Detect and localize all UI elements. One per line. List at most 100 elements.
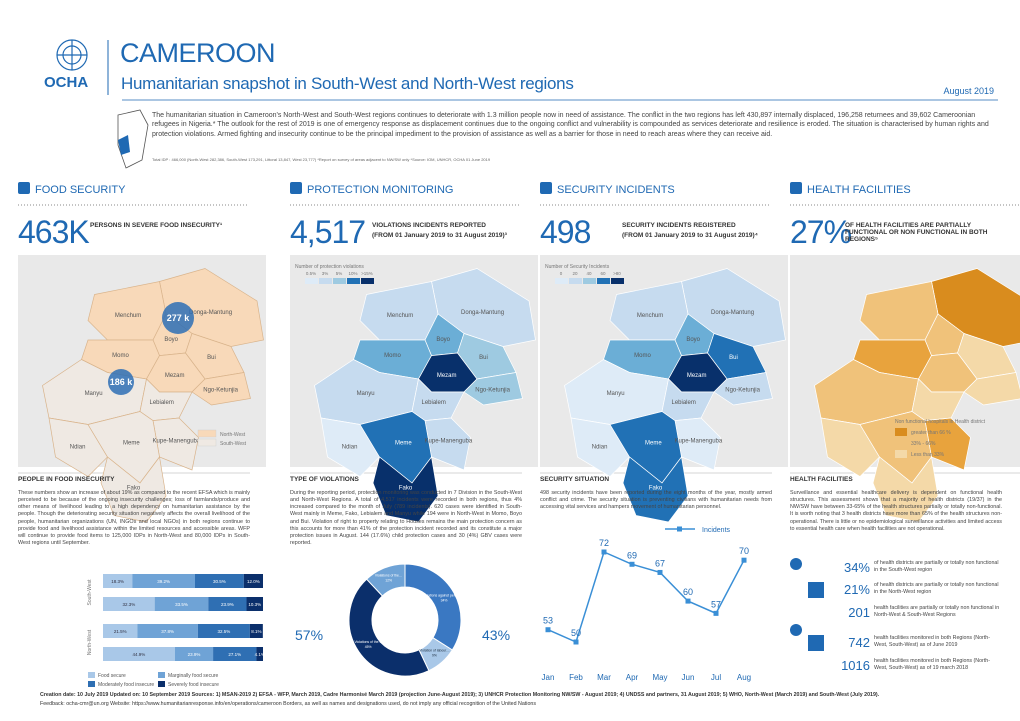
map-label: Boyo [686, 337, 700, 343]
legend-point [677, 526, 682, 532]
x-tick-label: Jul [711, 673, 721, 682]
map-label: Ngo-Ketunjia [475, 387, 510, 393]
group-label: South-West [87, 579, 93, 606]
map-label: Meme [395, 440, 412, 446]
x-tick-label: Jan [542, 673, 555, 682]
map-area [622, 456, 689, 523]
point [601, 549, 607, 555]
title: CAMEROON [120, 38, 276, 68]
bar-segment [195, 574, 244, 588]
intro-footnote: Total IDP : 466,000 (North-West 282,386,… [152, 157, 491, 162]
bar-segment [137, 624, 198, 638]
key-figure-label: SECURITY INCIDENTS REGISTERED [622, 222, 736, 229]
map-label: Kupe-Manenguba [425, 439, 473, 445]
donut-label-name: Violations of the… [354, 640, 381, 644]
map-legend-label: 33% - 66% [911, 441, 936, 447]
stat-text: health facilities monitored in both Regi… [874, 658, 991, 671]
point-label: 60 [683, 587, 693, 597]
map-legend-swatch [895, 428, 907, 436]
map-label: Manyu [607, 391, 625, 397]
map-label: Ngo-Ketunjia [725, 387, 760, 393]
map-label: Donga-Mantung [711, 310, 754, 316]
bar-label: 23.9% [221, 602, 234, 607]
intro-text: The humanitarian situation in Cameroon's… [152, 112, 989, 138]
point-label: 50 [571, 628, 581, 638]
bar-label: 23.9% [188, 652, 201, 657]
x-tick-label: Mar [597, 673, 611, 682]
key-figure: 4,517 [290, 214, 366, 250]
map-legend-swatch [569, 278, 582, 284]
stat-value: 742 [848, 635, 870, 650]
bar-segment [154, 597, 209, 611]
point [545, 627, 551, 633]
section-text: 498 security incidents have been reporte… [540, 490, 772, 511]
section-text: During the reporting period, protection … [290, 490, 522, 546]
map-legend-label: Less than 33% [911, 452, 945, 458]
map-label: Mezam [437, 373, 457, 379]
stat-text: of health districts are partially or tot… [874, 560, 999, 573]
bar-label: 32.3% [122, 602, 135, 607]
un-emblem [56, 39, 88, 71]
map-label: Mezam [165, 373, 185, 379]
bar-segment [132, 574, 195, 588]
map-legend-label: 0 [560, 271, 563, 276]
donut-label-value: 45% [365, 645, 372, 649]
map-legend-label: 3% [322, 271, 329, 276]
map-label: Donga-Mantung [461, 310, 504, 316]
bar-label: 39.2% [157, 579, 170, 584]
map-area [713, 372, 773, 406]
donut-label-value: 12% [385, 579, 392, 583]
bar-segment [103, 597, 155, 611]
map-legend-swatch [555, 278, 568, 284]
x-tick-label: Feb [569, 673, 583, 682]
x-tick-label: Jun [682, 673, 695, 682]
point-label: 67 [655, 558, 665, 568]
point [657, 569, 663, 575]
map-legend-label: 20 [572, 271, 578, 276]
map-label: Lebialem [149, 400, 173, 406]
donut-label: Violations against persons… 34% [423, 594, 466, 603]
map-label: Fako [127, 486, 141, 492]
map-label: Momo [634, 353, 651, 359]
key-figure-label: PERSONS IN SEVERE FOOD INSECURITY¹ [90, 222, 223, 229]
stat-text: health facilities monitored in both Regi… [874, 635, 991, 648]
map-legend-title: Number of protection violations [295, 264, 364, 270]
point [573, 639, 579, 645]
bar-segment [174, 647, 214, 661]
point [741, 557, 747, 563]
bar-label: 12.0% [247, 579, 260, 584]
section-title: SECURITY INCIDENTS [557, 184, 675, 196]
map-bubble [108, 369, 134, 395]
bar-segment [249, 624, 263, 638]
icon [790, 624, 802, 636]
bar-label: 33.5% [175, 602, 188, 607]
x-tick-label: Aug [737, 673, 751, 682]
map-label: Kupe-Manenguba [675, 439, 723, 445]
section-subtitle: TYPE OF VIOLATIONS [290, 476, 359, 483]
map-legend-label: >80 [613, 271, 621, 276]
map-label: Momo [112, 353, 129, 359]
bar-segment [103, 574, 133, 588]
bar-segment [246, 597, 263, 611]
legend-label: Marginally food secure [168, 673, 219, 679]
org-name: OCHA [44, 74, 89, 91]
donut-label-name: Violation of labour… [419, 648, 449, 652]
bar-label: 10.3% [248, 602, 261, 607]
subtitle: Humanitarian snapshot in South-West and … [121, 74, 574, 93]
map-label: Boyo [436, 337, 450, 343]
map-label: Bui [207, 355, 216, 361]
map-label: Fako [649, 486, 663, 492]
legend-label: Moderately food insecure [98, 682, 154, 688]
map-label: Bui [479, 355, 488, 361]
map-legend-swatch [895, 439, 907, 447]
map-legend-swatch [583, 278, 596, 284]
map-label: Mezam [687, 373, 707, 379]
map-label: Menchum [637, 313, 663, 319]
bar-label: 30.5% [213, 579, 226, 584]
stat-value: 1016 [841, 658, 870, 673]
section-text: These numbers show an increase of about … [18, 490, 250, 546]
map-legend-swatch [895, 450, 907, 458]
point-label: 70 [739, 546, 749, 556]
